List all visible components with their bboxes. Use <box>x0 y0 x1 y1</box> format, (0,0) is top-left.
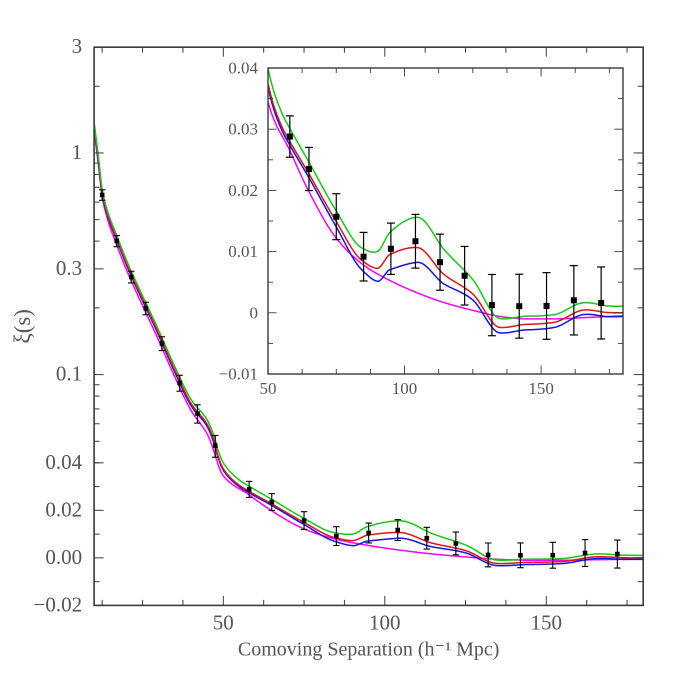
svg-text:0: 0 <box>250 303 259 322</box>
svg-text:−0.02: −0.02 <box>34 592 83 616</box>
svg-text:0.04: 0.04 <box>45 450 82 474</box>
svg-text:0.04: 0.04 <box>228 59 258 78</box>
svg-text:50: 50 <box>213 610 234 634</box>
svg-text:−0.01: −0.01 <box>219 365 258 384</box>
svg-text:0.1: 0.1 <box>56 362 82 386</box>
svg-text:150: 150 <box>531 610 563 634</box>
svg-text:150: 150 <box>528 379 554 398</box>
svg-text:50: 50 <box>260 379 277 398</box>
svg-text:100: 100 <box>369 610 401 634</box>
svg-text:1: 1 <box>72 140 83 164</box>
svg-text:0.02: 0.02 <box>45 497 82 521</box>
svg-text:0.03: 0.03 <box>228 120 258 139</box>
svg-text:0.00: 0.00 <box>45 545 82 569</box>
svg-text:100: 100 <box>392 379 418 398</box>
svg-text:0.01: 0.01 <box>228 242 258 261</box>
svg-text:Comoving Separation (h⁻¹ Mpc): Comoving Separation (h⁻¹ Mpc) <box>238 638 500 660</box>
svg-text:ξ(s): ξ(s) <box>10 309 35 344</box>
svg-text:0.02: 0.02 <box>228 181 258 200</box>
svg-text:3: 3 <box>72 34 83 58</box>
svg-text:0.3: 0.3 <box>56 256 82 280</box>
